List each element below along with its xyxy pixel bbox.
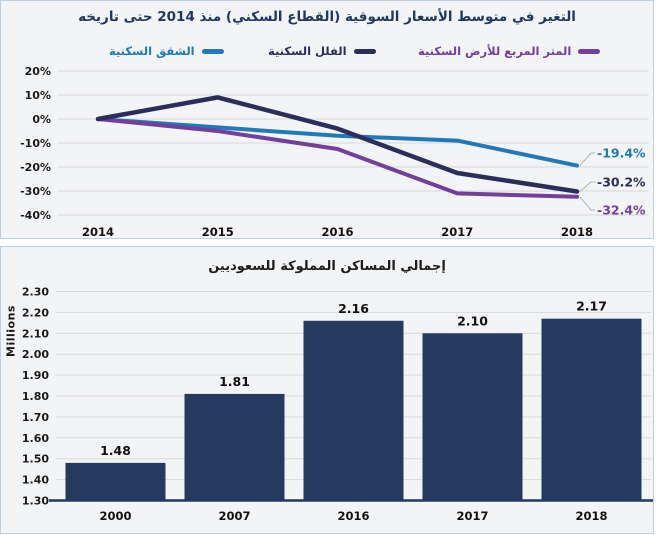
x-tick-label: 2016	[321, 225, 353, 238]
x-tick-label: 2018	[561, 225, 593, 238]
x-tick-label: 2018	[575, 509, 607, 523]
legend-label-apartments: الشقق السكنية	[109, 44, 195, 58]
legend-item-villas: الفلل السكنية	[268, 41, 376, 61]
line-chart-legend: الشقق السكنية الفلل السكنية المتر المربع…	[1, 41, 653, 61]
bar-2016	[303, 320, 404, 501]
bar-2007	[184, 393, 285, 501]
series-line-apartments	[96, 117, 579, 168]
y-tick-label: 1.50	[22, 453, 49, 466]
legend-item-apartments: الشقق السكنية	[109, 41, 224, 61]
y-tick-label: 2.30	[22, 286, 49, 299]
y-tick-label: -30%	[20, 185, 51, 198]
y-tick-label: 0%	[32, 113, 51, 126]
y-tick-label: 2.00	[22, 348, 49, 361]
y-tick-label: 2.10	[22, 327, 49, 340]
series-line-villas	[95, 95, 580, 194]
leader-line-apartments	[579, 152, 595, 166]
bar-2018	[541, 318, 642, 501]
x-tick-label: 2015	[202, 225, 234, 238]
x-tick-label: 2017	[441, 225, 473, 238]
x-tick-label: 2000	[99, 509, 131, 523]
end-label-villas: -30.2%	[597, 175, 646, 190]
series-line-land-sqm	[96, 117, 579, 199]
price-change-panel: التغير في متوسط الأسعار السوقية (القطاع …	[0, 0, 654, 239]
y-tick-label: -20%	[20, 161, 51, 174]
y-tick-label: 1.60	[22, 432, 49, 445]
bar-value-label: 2.17	[576, 299, 607, 314]
y-tick-label: 20%	[25, 65, 51, 78]
y-tick-label: 2.20	[22, 306, 49, 319]
y-tick-label: 1.30	[22, 495, 49, 508]
bar-chart: 2.30 2.20 2.10 2.00 1.90 1.80 1.70 1.60 1.50 1.40…	[22, 286, 653, 523]
bar-value-label: 1.48	[100, 443, 131, 458]
y-tick-label: -10%	[20, 137, 51, 150]
line-chart-title: التغير في متوسط الأسعار السوقية (القطاع …	[78, 9, 576, 25]
legend-marker-land-sqm-icon	[578, 48, 601, 54]
y-tick-label: 1.70	[22, 411, 49, 424]
housing-total-panel: إجمالي المساكن المملوكة للسعوديين Millio…	[0, 246, 654, 534]
x-tick-label: 2014	[82, 225, 114, 238]
end-label-apartments: -19.4%	[597, 146, 646, 161]
end-label-land-sqm: -32.4%	[597, 203, 646, 218]
y-tick-label: 10%	[25, 89, 51, 102]
legend-item-land-sqm: المتر المربع للأرض السكنية	[418, 41, 601, 61]
legend-marker-apartments-icon	[201, 48, 224, 54]
y-tick-label: 1.40	[22, 474, 49, 487]
legend-label-land-sqm: المتر المربع للأرض السكنية	[418, 44, 572, 58]
bar-2000	[65, 462, 166, 501]
legend-marker-villas-icon	[353, 48, 376, 54]
leader-line-villas	[579, 181, 595, 192]
bar-value-label: 1.81	[219, 374, 250, 389]
bar-2017	[422, 333, 523, 501]
bar-value-label: 2.10	[457, 313, 488, 328]
x-tick-label: 2016	[337, 509, 369, 523]
y-tick-label: 1.80	[22, 390, 49, 403]
line-chart: 20% 10% 0% -10% -20% -30% -40% 2014 2015 2016 2017…	[20, 65, 649, 238]
x-tick-label: 2007	[218, 509, 250, 523]
legend-label-villas: الفلل السكنية	[268, 44, 347, 58]
x-tick-label: 2017	[456, 509, 488, 523]
y-tick-label: -40%	[20, 209, 51, 222]
y-tick-label: 1.90	[22, 369, 49, 382]
bar-value-label: 2.16	[338, 301, 369, 316]
bar-chart-title: إجمالي المساكن المملوكة للسعوديين	[208, 259, 446, 274]
leader-line-land-sqm	[579, 196, 595, 211]
